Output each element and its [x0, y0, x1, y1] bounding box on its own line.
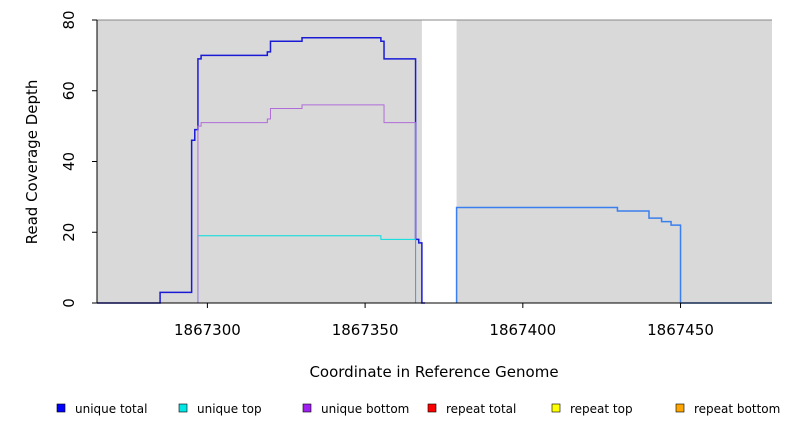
legend-swatch — [302, 403, 312, 413]
legend-swatch — [551, 403, 561, 413]
plot-bg-right — [456, 20, 772, 303]
legend-swatch — [178, 403, 188, 413]
plot-background — [97, 20, 772, 303]
series-line-unique-total — [97, 36, 426, 304]
series-line-series-6 — [455, 206, 772, 304]
x-tick-label: 1867400 — [489, 321, 556, 339]
legend-label: repeat bottom — [694, 402, 780, 416]
legend-label: repeat top — [570, 402, 633, 416]
legend-label: unique bottom — [321, 402, 409, 416]
legend-item-unique-bottom: unique bottom — [302, 402, 409, 416]
x-axis-title: Coordinate in Reference Genome — [309, 363, 558, 381]
x-tick-label: 1867300 — [174, 321, 241, 339]
y-tick-label: 80 — [60, 10, 78, 29]
legend-item-repeat-bottom: repeat bottom — [675, 402, 780, 416]
legend-item-repeat-top: repeat top — [551, 402, 633, 416]
y-tick-label: 40 — [60, 152, 78, 171]
legend-swatch — [56, 403, 66, 413]
legend-label: repeat total — [446, 402, 516, 416]
y-axis-title: Read Coverage Depth — [23, 80, 41, 245]
y-tick-label: 0 — [60, 298, 78, 308]
legend-item-unique-top: unique top — [178, 402, 262, 416]
y-tick-label: 60 — [60, 81, 78, 100]
axes-group: 1867300 1867350 1867400 1867450 0 20 40 60 80 — [60, 10, 772, 339]
legend-label: unique top — [197, 402, 262, 416]
y-tick-label: 20 — [60, 223, 78, 242]
x-tick-label: 1867350 — [332, 321, 399, 339]
legend-swatch — [675, 403, 685, 413]
legend-swatch — [427, 403, 437, 413]
legend-item-repeat-total: repeat total — [427, 402, 516, 416]
series-line-unique-bottom — [97, 104, 426, 304]
legend: unique total unique top unique bottom repea… — [56, 402, 780, 416]
legend-label: unique total — [75, 402, 147, 416]
legend-item-unique-total: unique total — [56, 402, 147, 416]
plot-bg-left — [97, 20, 422, 303]
x-tick-label: 1867450 — [647, 321, 714, 339]
